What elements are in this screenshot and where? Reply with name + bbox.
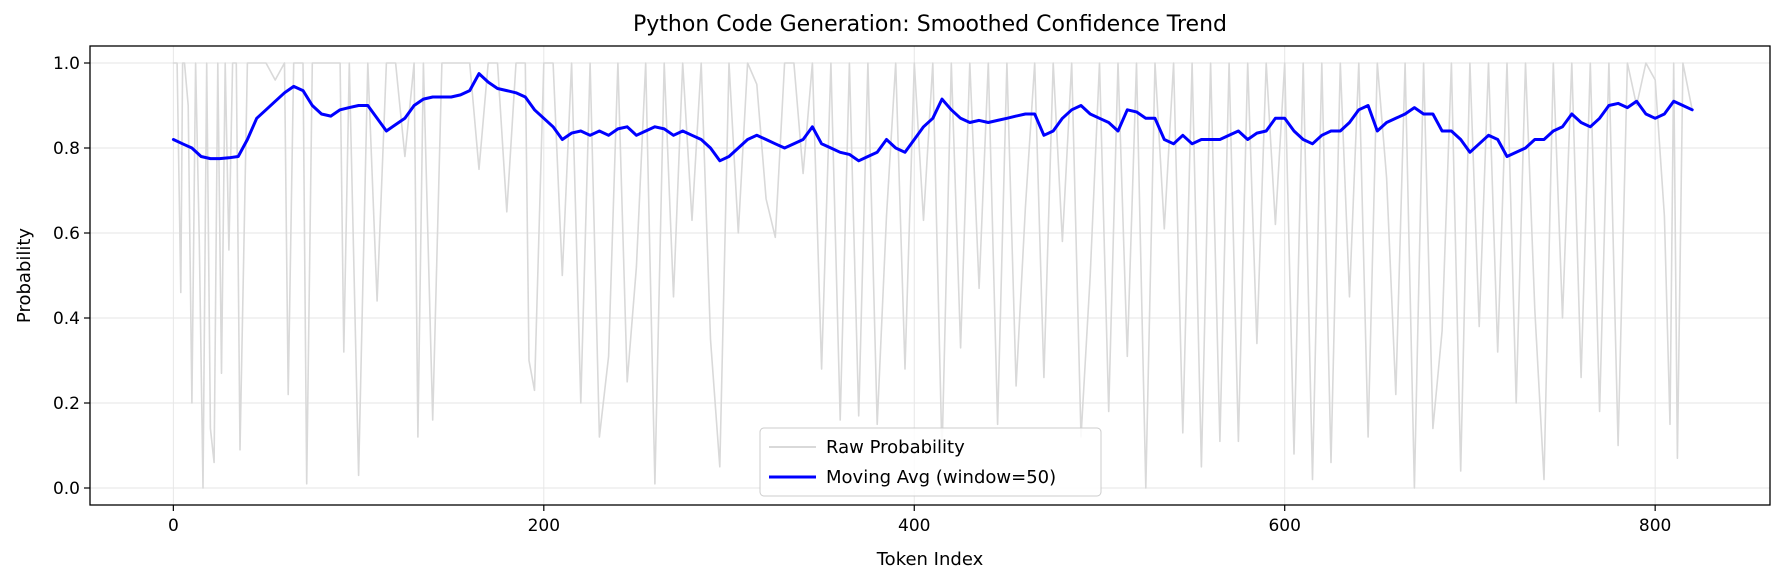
y-tick-label-4: 0.8: [53, 139, 80, 159]
ticks: 0 200 400 600 800 0.0 0.2 0.4 0.6 0.8 1.0: [53, 54, 1671, 536]
plot-frame: [89, 45, 1771, 506]
y-axis-label: Probability: [14, 228, 35, 323]
grid: [90, 46, 1770, 505]
series-line-moving-avg: [171, 72, 1694, 163]
x-axis-label: Token Index: [876, 549, 984, 570]
legend: Raw Probability Moving Avg (window=50): [759, 427, 1102, 497]
y-tick-label-5: 1.0: [53, 54, 80, 74]
y-tick-label-2: 0.4: [53, 309, 80, 329]
x-tick-label-2: 400: [898, 516, 930, 536]
y-tick-label-3: 0.6: [53, 224, 80, 244]
x-tick-label-0: 0: [168, 516, 179, 536]
legend-box: [759, 427, 1102, 497]
series-layer: [171, 62, 1694, 489]
x-tick-label-4: 800: [1639, 516, 1671, 536]
chart-title: Python Code Generation: Smoothed Confide…: [633, 12, 1227, 37]
x-tick-label-3: 600: [1268, 516, 1300, 536]
x-tick-label-1: 200: [528, 516, 560, 536]
y-tick-label-1: 0.2: [53, 394, 80, 414]
series-line-raw: [172, 62, 1693, 489]
y-tick-label-0: 0.0: [53, 479, 80, 499]
legend-label-raw: Raw Probability: [826, 437, 965, 458]
legend-label-moving-avg: Moving Avg (window=50): [826, 467, 1056, 488]
